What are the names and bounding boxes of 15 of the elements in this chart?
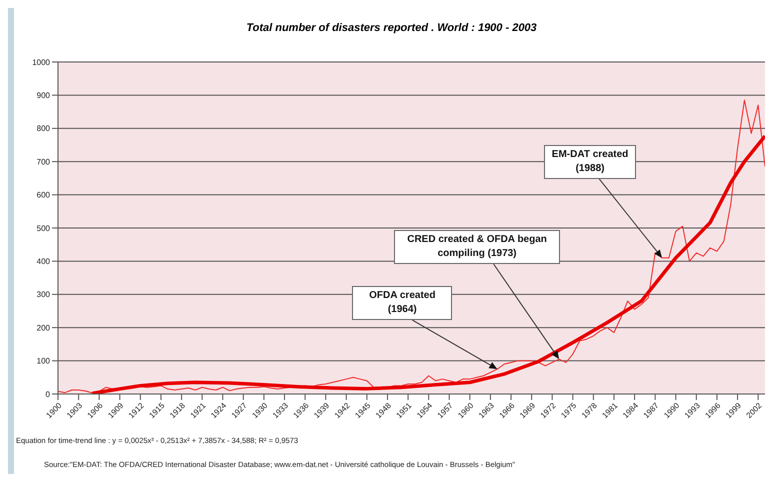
chart-title: Total number of disasters reported . World : 1900 - 2003 bbox=[245, 22, 538, 34]
y-tick-label: 900 bbox=[36, 91, 51, 100]
y-tick-label: 200 bbox=[36, 323, 51, 332]
callout-box: OFDA created (1964) bbox=[352, 286, 452, 320]
y-tick-label: 500 bbox=[36, 224, 51, 233]
y-tick-label: 600 bbox=[36, 190, 51, 200]
y-tick-label: 400 bbox=[36, 257, 51, 266]
y-tick-label: 0 bbox=[46, 390, 51, 399]
callout-box: CRED created & OFDA began compiling (1973) bbox=[394, 230, 560, 264]
y-tick-label: 100 bbox=[36, 356, 51, 366]
y-tick-label: 700 bbox=[36, 157, 51, 166]
y-tick-label: 800 bbox=[36, 124, 51, 134]
callout-box: EM-DAT created (1988) bbox=[544, 144, 636, 179]
y-tick-label: 1000 bbox=[32, 58, 51, 67]
y-tick-label: 300 bbox=[36, 290, 51, 300]
